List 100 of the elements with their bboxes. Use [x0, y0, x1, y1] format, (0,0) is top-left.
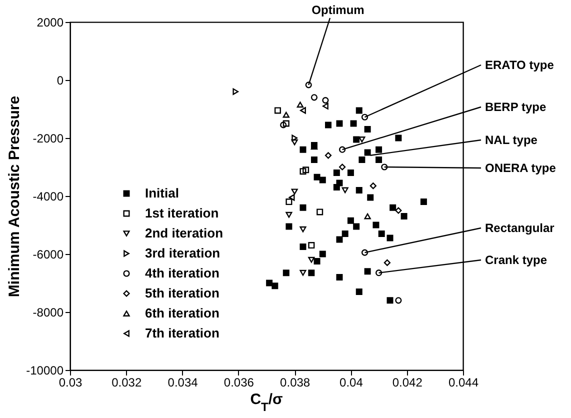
y-tick-label: -4000 — [32, 190, 64, 204]
point — [280, 122, 287, 128]
legend-label: 1st iteration — [145, 206, 219, 220]
x-axis-title: C$_{T}$/σ — [250, 391, 283, 414]
point — [400, 213, 408, 220]
point — [272, 282, 278, 290]
legend-label: Initial — [145, 186, 179, 200]
point — [356, 288, 362, 295]
annotation: ONERA type — [485, 161, 556, 175]
point — [286, 223, 292, 230]
point — [386, 234, 394, 242]
point — [314, 258, 320, 264]
legend-label: 6th iteration — [145, 306, 220, 320]
point — [367, 194, 374, 201]
x-tick-label: 0.034 — [168, 376, 198, 390]
point — [274, 107, 281, 114]
point — [364, 268, 371, 275]
point — [395, 134, 402, 142]
point — [353, 136, 360, 143]
x-tick-label: 0.042 — [392, 376, 423, 390]
point — [364, 149, 371, 156]
point — [342, 187, 348, 194]
point — [384, 259, 391, 266]
legend-label: 5th iteration — [145, 286, 220, 300]
point — [364, 213, 371, 220]
point — [316, 208, 324, 216]
point — [296, 102, 304, 108]
point — [282, 120, 290, 127]
y-tick-label: -6000 — [32, 248, 64, 262]
point — [376, 156, 382, 163]
point — [325, 122, 332, 128]
point — [350, 120, 357, 127]
point — [324, 152, 332, 159]
point — [390, 204, 396, 211]
annotation: Optimum — [312, 3, 364, 17]
x-tick-label: 0.04 — [340, 376, 364, 390]
point — [310, 156, 318, 163]
point — [291, 139, 298, 146]
point — [314, 174, 320, 180]
point — [300, 107, 306, 114]
point — [333, 184, 340, 191]
point — [372, 222, 380, 228]
point — [308, 242, 315, 249]
point — [300, 226, 306, 232]
legend-label: 3rd iteration — [145, 246, 220, 260]
annotation: BERP type — [485, 100, 546, 114]
point — [336, 274, 343, 280]
point — [358, 156, 366, 163]
point — [420, 198, 427, 206]
point — [336, 120, 343, 127]
point — [288, 194, 295, 201]
x-tick-label: 0.03 — [58, 376, 82, 390]
point — [356, 107, 362, 114]
x-tick-label: 0.038 — [280, 376, 310, 390]
point — [356, 186, 362, 194]
point — [378, 230, 385, 237]
point — [386, 297, 394, 304]
point — [310, 94, 318, 101]
y-tick-label: 2000 — [36, 16, 64, 30]
point — [300, 244, 306, 250]
point — [300, 204, 306, 211]
point — [370, 182, 376, 190]
point — [292, 134, 298, 142]
point — [300, 146, 306, 153]
y-tick-label: -10000 — [26, 364, 64, 378]
point — [322, 102, 328, 110]
point — [308, 270, 315, 276]
point — [302, 166, 310, 174]
point — [358, 136, 366, 142]
point — [353, 223, 360, 230]
point — [342, 230, 348, 237]
point — [395, 207, 402, 214]
point — [286, 212, 292, 218]
legend-label: 7th iteration — [145, 326, 220, 340]
y-tick-label: -2000 — [32, 132, 64, 146]
point — [322, 97, 329, 104]
legend-label: 4th iteration — [145, 266, 220, 280]
annotation: ERATO type — [485, 58, 554, 72]
point — [338, 164, 346, 170]
point — [364, 126, 371, 133]
point — [376, 146, 382, 153]
y-tick-label: -8000 — [32, 306, 64, 320]
point — [286, 198, 292, 206]
y-tick-label: 0 — [56, 74, 64, 88]
annotation: Rectangular — [485, 221, 555, 235]
point — [308, 256, 315, 263]
point — [347, 170, 354, 176]
point — [232, 88, 239, 95]
point — [347, 217, 354, 224]
point — [300, 270, 306, 276]
point — [319, 250, 326, 258]
point — [319, 176, 326, 184]
legend-label: 2nd iteration — [145, 226, 224, 240]
point — [282, 112, 290, 118]
x-tick-label: 0.036 — [224, 376, 254, 390]
point — [291, 188, 298, 195]
y-axis-title: Minimum Acoustic Pressure — [6, 96, 24, 298]
point — [336, 236, 343, 243]
x-tick-label: 0.032 — [112, 376, 142, 390]
x-tick-label: 0.044 — [448, 376, 479, 390]
